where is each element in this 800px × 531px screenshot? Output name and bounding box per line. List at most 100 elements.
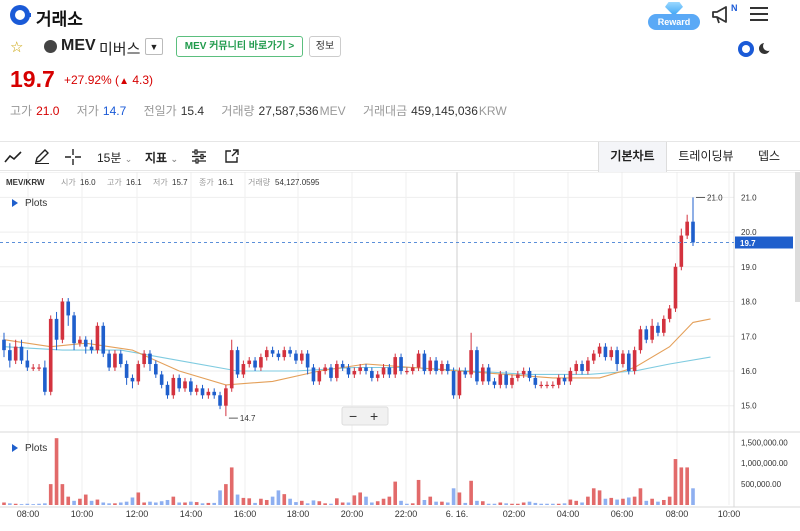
candle-body — [282, 350, 287, 358]
volume-bar — [387, 496, 392, 505]
favorite-star-icon[interactable]: ☆ — [10, 39, 24, 56]
zoom-out-button[interactable]: − — [349, 408, 357, 424]
candle-body — [118, 353, 123, 365]
amount-unit: KRW — [478, 104, 507, 118]
candle-body — [358, 367, 362, 371]
candle-body — [335, 364, 339, 378]
volume-bar — [393, 481, 398, 505]
candle-body — [329, 367, 333, 378]
volume-bar — [305, 503, 310, 505]
community-link-button[interactable]: MEV 커뮤니티 바로가기 > — [176, 36, 303, 57]
candle-body — [165, 384, 170, 396]
candle-body — [294, 353, 298, 361]
volume-bar — [358, 492, 362, 505]
volume-bar — [405, 503, 409, 505]
volume-bar — [241, 497, 246, 505]
volume-bar — [124, 501, 129, 505]
up-arrow-icon: ▲ — [119, 76, 129, 87]
moon-icon[interactable] — [759, 41, 773, 54]
candle-body — [556, 377, 561, 385]
candle-body — [387, 367, 392, 375]
candle-body — [457, 370, 462, 396]
volume-bar — [136, 492, 141, 505]
candle-body — [124, 364, 129, 378]
volume-bar — [480, 501, 485, 505]
candle-body — [591, 353, 596, 361]
crosshair-icon[interactable] — [64, 148, 82, 166]
notice-button[interactable]: N — [711, 3, 738, 24]
candle-body — [241, 364, 246, 375]
low-value: 14.7 — [102, 104, 127, 118]
market-dropdown-button[interactable]: ▼ — [145, 38, 163, 55]
chart-axes: 21.0 20.0 19.0 18.0 17.0 16.0 15.0 08:00 10:00 12… — [0, 193, 793, 519]
high-value: 21.0 — [36, 104, 60, 118]
volume-bar — [253, 502, 257, 505]
x-tick-label: 08:00 — [17, 509, 40, 519]
candle-body — [78, 339, 82, 344]
candle-body — [247, 360, 252, 365]
x-tick-label: 04:00 — [557, 509, 580, 519]
candle-body — [381, 367, 386, 375]
volume-bar — [451, 488, 456, 505]
volume-bar — [504, 503, 508, 505]
candle-body — [270, 350, 275, 354]
candle-body — [621, 353, 625, 365]
volume-bar — [381, 498, 386, 505]
volume-bar — [498, 502, 503, 505]
candle-body — [510, 377, 514, 385]
tab-basic-chart[interactable]: 기본차트 — [598, 142, 667, 172]
volume-bar — [130, 497, 135, 505]
volume-bar — [264, 499, 269, 505]
candle-body — [370, 370, 374, 378]
prev-close-value: 15.4 — [180, 104, 205, 118]
settings-sliders-icon[interactable] — [191, 149, 207, 164]
high-value-chart: 16.1 — [126, 178, 142, 187]
sun-icon[interactable] — [738, 41, 754, 57]
external-link-icon[interactable] — [224, 149, 239, 164]
info-button[interactable]: 정보 — [309, 36, 341, 57]
candle-body — [83, 339, 88, 347]
interval-select[interactable]: 15분 ⌄ — [97, 149, 132, 166]
candle-body — [551, 384, 555, 387]
candle-body — [31, 367, 36, 369]
candle-body — [200, 388, 205, 396]
candle-body — [136, 364, 141, 382]
volume-bar — [317, 501, 322, 505]
top-bar: 거래소 Reward N — [0, 0, 800, 32]
caret-down-icon: ▼ — [149, 42, 159, 52]
volume-bar — [83, 494, 88, 505]
volume-plots-toggle[interactable]: Plots — [12, 443, 47, 454]
y-tick-label: 18.0 — [741, 298, 757, 307]
plots-toggle[interactable]: Plots — [12, 198, 47, 209]
tab-depth[interactable]: 뎁스 — [757, 149, 781, 163]
candle-body — [177, 377, 181, 389]
zoom-in-button[interactable]: + — [370, 408, 378, 424]
candle-body — [445, 364, 450, 371]
hamburger-menu-icon[interactable] — [750, 7, 768, 21]
high-label-chart: 고가 — [107, 178, 122, 187]
volume-bar — [89, 500, 94, 505]
volume-bar — [229, 467, 234, 505]
volume-bar — [626, 497, 631, 505]
trend-line-icon[interactable] — [4, 150, 22, 164]
chevron-down-icon: ⌄ — [170, 154, 178, 164]
candle-body — [603, 346, 608, 358]
volume-bar — [539, 503, 543, 505]
chart-canvas[interactable]: 21.0 20.0 19.0 18.0 17.0 16.0 15.0 08:00 10:00 12… — [0, 171, 800, 531]
candle-body — [25, 360, 30, 368]
candle-body — [451, 370, 456, 396]
indicator-select[interactable]: 지표 ⌄ — [145, 149, 178, 166]
exchange-logo-icon[interactable] — [10, 5, 31, 25]
volume-bar — [224, 484, 228, 505]
reward-button[interactable]: Reward — [648, 2, 700, 30]
volume-bar — [177, 502, 181, 505]
tab-tradingview[interactable]: 트레이딩뷰 — [678, 149, 734, 163]
price-chart[interactable]: 21.0 20.0 19.0 18.0 17.0 16.0 15.0 08:00 10:00 12… — [0, 171, 800, 531]
pencil-icon[interactable] — [34, 148, 50, 164]
volume-bar — [218, 490, 222, 505]
volume-bar — [457, 492, 462, 505]
volume-bar — [282, 494, 287, 505]
interval-value: 15분 — [97, 151, 122, 165]
volume-bar — [591, 488, 596, 505]
candle-body — [95, 325, 100, 351]
